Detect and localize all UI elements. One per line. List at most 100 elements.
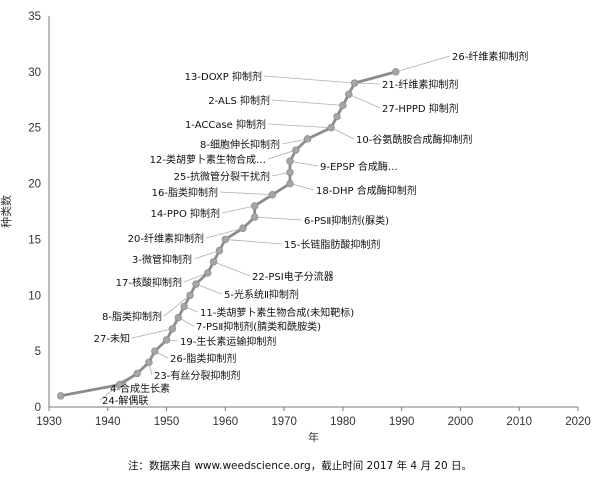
annotation-label: 18-DHP 合成酶抑制剂 <box>316 184 417 197</box>
y-tick-label: 30 <box>28 67 41 79</box>
annotation-label: 1-ACCase 抑制剂 <box>185 118 266 131</box>
data-point <box>292 146 300 154</box>
annotation-leader-line <box>254 216 303 221</box>
data-point <box>286 157 294 165</box>
annotation-label: 10-谷氨酰胺合成酶抑制剂 <box>356 133 472 146</box>
annotations: 26-纤维素抑制剂 21-纤维素抑制剂 13-DOXP 抑制剂 27-HPPD 抑制剂… <box>94 50 529 407</box>
data-point <box>339 101 347 110</box>
annotation-leader-line <box>271 99 343 106</box>
x-tick-label: 2010 <box>506 416 532 428</box>
y-tick-label: 25 <box>28 123 41 135</box>
annotation-leader-line <box>281 138 308 145</box>
x-tick-label: 2000 <box>448 416 474 428</box>
annotation-leader-line <box>205 227 244 239</box>
annotation-leader-line <box>99 384 120 401</box>
annotation-label: 21-纤维素抑制剂 <box>382 78 458 91</box>
data-point <box>209 258 218 266</box>
annotation-label: 6-PSⅡ抑制剂(脲类) <box>304 214 389 227</box>
x-tick-label: 1950 <box>154 416 180 428</box>
x-tick-label: 1980 <box>330 416 356 428</box>
data-point <box>57 392 65 400</box>
data-point <box>115 380 124 389</box>
y-axis-label: 种类数 <box>0 195 13 228</box>
data-point <box>192 280 200 288</box>
data-point <box>186 291 194 299</box>
data-point <box>133 369 141 378</box>
annotation-label: 26-纤维素抑制剂 <box>452 50 528 63</box>
annotation-leader-line <box>225 239 283 245</box>
annotation-label: 15-长链脂肪酸抑制剂 <box>284 238 380 251</box>
x-axis-label: 年 <box>308 430 319 444</box>
annotation-leader-line <box>213 261 251 277</box>
annotation-leader-line <box>163 294 191 317</box>
y-tick-label: 5 <box>35 346 41 358</box>
annotation-label: 16-脂类抑制剂 <box>152 186 218 199</box>
data-point <box>203 269 212 277</box>
data-point <box>333 112 341 121</box>
annotation-leader-line <box>221 205 255 214</box>
data-point <box>180 302 188 311</box>
annotation-label: 7-PSⅡ抑制剂(腈类和酰胺类) <box>196 320 321 333</box>
data-point <box>221 235 230 244</box>
annotation-leader-line <box>289 183 315 191</box>
annotation-leader-line <box>267 149 296 160</box>
annotation-label: 17-核酸抑制剂 <box>116 276 182 289</box>
data-point <box>392 68 400 76</box>
data-point <box>303 135 312 143</box>
y-tick-label: 20 <box>28 179 41 191</box>
annotation-label: 4-合成生长素 <box>110 382 170 395</box>
data-point <box>350 79 359 87</box>
x-tick-label: 2020 <box>565 416 591 428</box>
axes <box>48 16 579 411</box>
data-point <box>239 224 247 232</box>
data-point <box>174 313 183 322</box>
annotation-leader-line <box>330 127 355 140</box>
annotation-label: 27-未知 <box>94 332 130 345</box>
annotation-label: 23-有丝分裂抑制剂 <box>154 369 240 382</box>
annotation-leader-line <box>131 328 173 339</box>
tick-labels: 1930 1940 1950 1960 1970 1980 1990 2000 2010 2020… <box>28 11 591 428</box>
y-tick-label: 15 <box>28 234 41 246</box>
y-tick-label: 0 <box>35 402 41 414</box>
data-point <box>268 191 277 199</box>
annotation-label: 13-DOXP 抑制剂 <box>185 70 262 83</box>
y-tick-label: 10 <box>28 290 41 302</box>
annotation-label: 20-纤维素抑制剂 <box>128 232 204 245</box>
annotation-leader-line <box>395 55 451 73</box>
annotation-label: 9-EPSP 合成酶… <box>320 160 398 173</box>
data-point <box>345 90 353 98</box>
annotation-label: 27-HPPD 抑制剂 <box>382 102 459 115</box>
annotation-label: 14-PPO 抑制剂 <box>151 207 220 220</box>
chart: 1930 1940 1950 1960 1970 1980 1990 2000 2010 2020… <box>0 11 591 444</box>
data-point <box>327 124 335 132</box>
x-tick-label: 1960 <box>213 416 239 428</box>
data-series <box>57 68 400 400</box>
annotation-label: 26-脂类抑制剂 <box>170 352 236 365</box>
annotation-leader-line <box>193 250 220 260</box>
data-point <box>168 325 177 333</box>
data-point <box>162 336 171 344</box>
data-point <box>151 347 159 355</box>
x-tick-label: 1970 <box>271 416 297 428</box>
annotation-leader-line <box>267 123 332 129</box>
data-point <box>251 213 259 221</box>
annotation-label: 2-ALS 抑制剂 <box>208 94 270 107</box>
annotation-leader-line <box>219 191 273 196</box>
annotation-label: 11-类胡萝卜素生物合成(未知靶标) <box>200 306 354 319</box>
data-point <box>145 358 153 367</box>
x-tick-label: 1940 <box>95 416 121 428</box>
data-point <box>286 179 294 188</box>
annotation-leaders <box>99 55 451 401</box>
x-tick-label: 1930 <box>36 416 62 428</box>
annotation-label: 5-光系统Ⅱ抑制剂 <box>224 288 299 301</box>
annotation-leader-line <box>289 160 319 167</box>
annotation-label: 3-微管抑制剂 <box>132 253 192 266</box>
annotation-label: 25-抗微管分裂干扰剂 <box>174 170 270 183</box>
annotation-leader-line <box>195 283 223 295</box>
y-tick-label: 35 <box>28 11 41 23</box>
annotation-label: 19-生长素运输抑制剂 <box>180 335 276 348</box>
annotation-leader-line <box>183 272 208 283</box>
annotation-label: 12-类胡萝卜素生物合成… <box>150 153 266 166</box>
annotation-label: 22-PSⅠ电子分流器 <box>252 270 334 283</box>
annotation-label: 8-脂类抑制剂 <box>102 310 162 323</box>
